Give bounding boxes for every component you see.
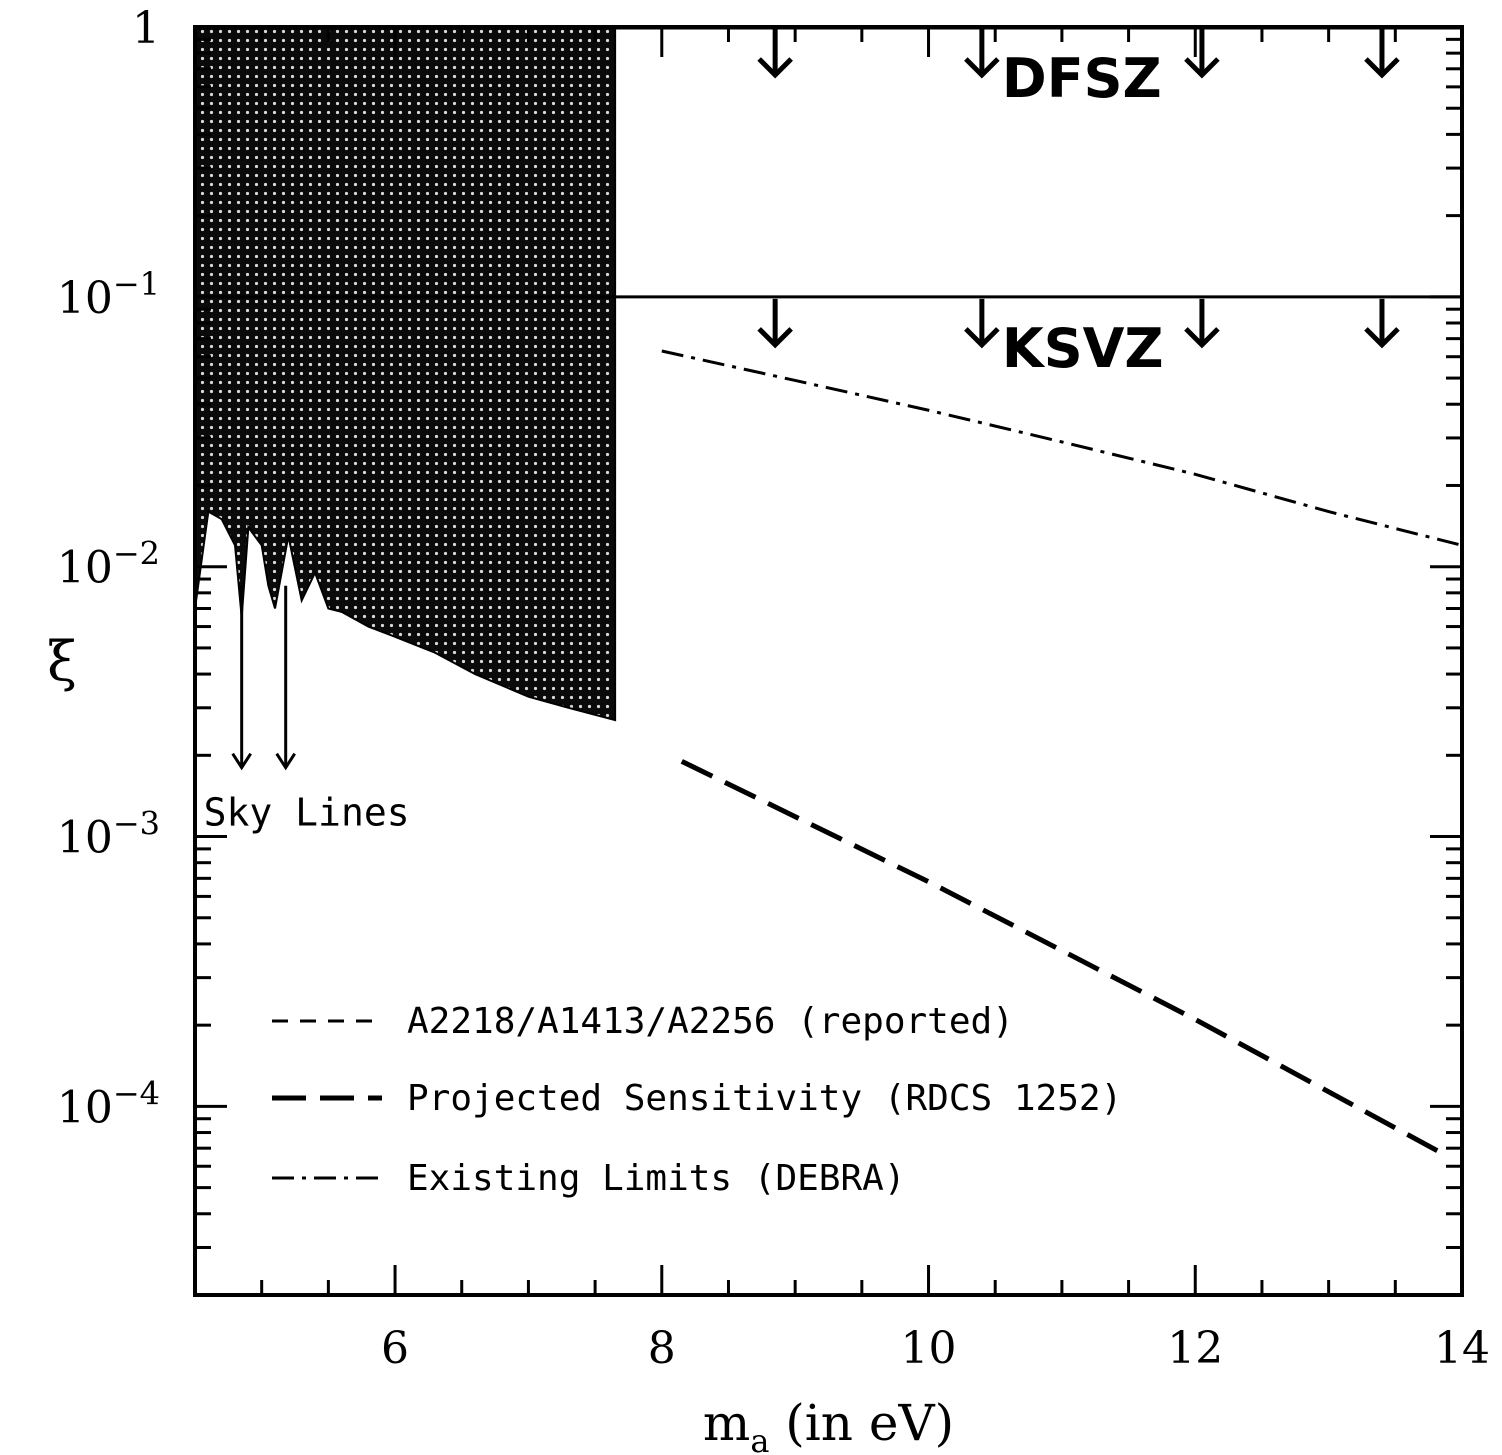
x-axis-label-main: m <box>703 1394 750 1452</box>
y-tick-exponent: −4 <box>113 1074 160 1112</box>
x-axis-label-rest: (in eV) <box>769 1394 954 1452</box>
dfsz-label: DFSZ <box>1002 47 1162 110</box>
legend-label-1: Projected Sensitivity (RDCS 1252) <box>407 1078 1122 1119</box>
x-tick-label: 8 <box>648 1323 676 1374</box>
y-tick-label: 10−4 <box>57 1074 160 1133</box>
sky-line-arrowhead-0 <box>231 752 252 771</box>
limit-arrow-dfsz-2-head <box>1184 57 1220 79</box>
y-tick-exponent: −2 <box>113 535 160 573</box>
y-tick-label: 10−2 <box>57 535 160 594</box>
sky-lines-label: Sky Lines <box>204 791 410 835</box>
limit-arrow-dfsz-3-head <box>1364 57 1400 79</box>
x-tick-label: 14 <box>1434 1323 1490 1374</box>
x-axis-label-sub: a <box>750 1422 769 1455</box>
plot-frame <box>193 25 1464 1297</box>
x-axis-label: ma (in eV) <box>703 1394 954 1455</box>
x-tick-label: 12 <box>1167 1323 1223 1374</box>
ksvz-label: KSVZ <box>1002 317 1164 380</box>
legend-label-2: Existing Limits (DEBRA) <box>407 1158 906 1199</box>
y-tick-label: 1 <box>132 3 160 54</box>
x-tick-label: 6 <box>381 1323 409 1374</box>
series-line-2 <box>661 349 1462 547</box>
legend-label-0: A2218/A1413/A2256 (reported) <box>407 1001 1014 1042</box>
limit-arrow-dfsz-1-head <box>964 57 1000 79</box>
limit-arrow-ksvz-3-head <box>1364 327 1400 349</box>
limit-arrow-ksvz-0-head <box>757 327 793 349</box>
limit-arrow-ksvz-2-head <box>1184 327 1220 349</box>
sky-line-arrowhead-1 <box>275 752 296 771</box>
y-axis-label: ξ <box>47 630 77 693</box>
limit-arrow-ksvz-1-head <box>964 327 1000 349</box>
y-tick-exponent: −1 <box>113 265 160 303</box>
limit-arrow-dfsz-0-head <box>757 57 793 79</box>
shaded-region <box>195 27 617 722</box>
y-tick-exponent: −3 <box>113 805 160 843</box>
y-tick-label: 10−3 <box>57 805 160 864</box>
y-tick-label: 10−1 <box>57 265 160 324</box>
x-tick-label: 10 <box>901 1323 957 1374</box>
